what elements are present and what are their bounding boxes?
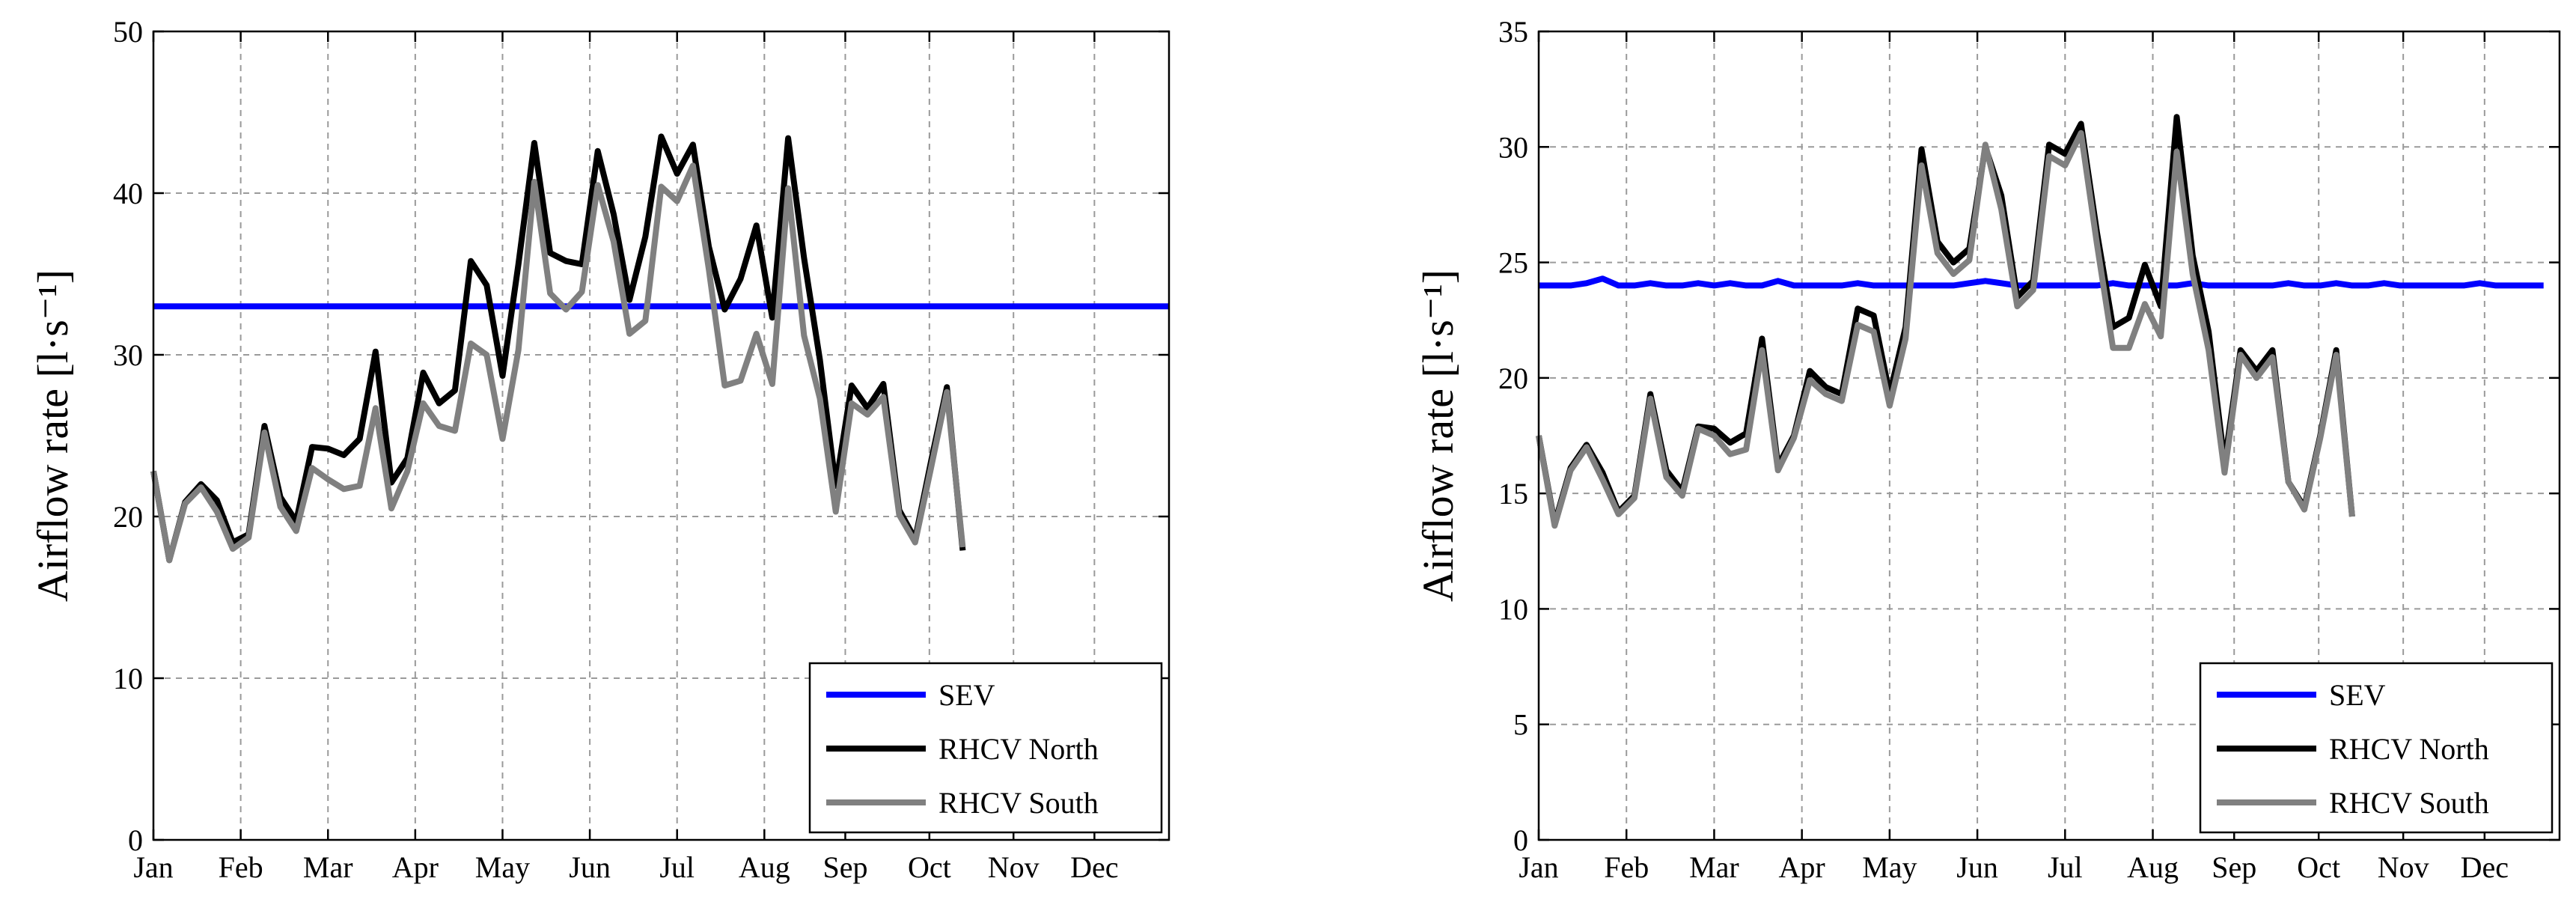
y-tick-label: 25 [1498,246,1528,280]
left-chart: 0 10 20 30 40 50 Jan Feb Mar Apr May Jun Jul Aug Sep Oc… [28,15,1171,884]
right-chart: 0 5 10 15 20 25 30 35 Jan Feb Mar Apr May Jun Jul Aug Se… [1414,15,2561,884]
x-tick-label-nov: Nov [988,850,1040,884]
x-tick-label-feb: Feb [1604,850,1649,884]
legend-label-sev: SEV [2329,678,2386,712]
x-tick-label-mar: Mar [1689,850,1739,884]
y-tick-label: 30 [113,338,143,372]
x-tick-label-dec: Dec [2461,850,2509,884]
gridlines [1539,31,2560,840]
y-tick-label: 0 [128,823,143,857]
x-tick-label-nov: Nov [2378,850,2429,884]
legend-label-sev: SEV [938,678,995,712]
x-tick-label-aug: Aug [739,850,790,884]
legend-label-rhcv-north: RHCV North [938,732,1099,766]
x-tick-label-jul: Jul [659,850,695,884]
x-tick-label-oct: Oct [2297,850,2340,884]
x-tick-label-sep: Sep [2212,850,2256,884]
legend-label-rhcv-south: RHCV South [938,786,1099,820]
x-tick-label-may: May [475,850,530,884]
y-tick-label: 40 [113,177,143,210]
y-tick-label: 50 [113,15,143,49]
x-tick-label-dec: Dec [1070,850,1118,884]
y-tick-label: 20 [1498,362,1528,395]
x-tick-label-apr: Apr [392,850,439,884]
x-tick-label-may: May [1862,850,1917,884]
x-tick-label-mar: Mar [303,850,353,884]
y-tick-label: 35 [1498,15,1528,49]
x-tick-label-aug: Aug [2127,850,2179,884]
x-tick-label-feb: Feb [219,850,263,884]
y-axis-label: Airflow rate [l·s⁻¹] [1414,269,1462,602]
y-tick-label: 10 [113,662,143,695]
series-line-rhcv-south [1536,130,2355,529]
series-line-rhcv-south [150,162,966,564]
y-tick-label: 30 [1498,130,1528,164]
y-tick-label: 0 [1513,823,1528,857]
series-line-sev [1539,275,2544,289]
legend: SEV RHCV North RHCV South [808,662,1163,834]
x-tick-label-apr: Apr [1779,850,1825,884]
legend-label-rhcv-south: RHCV South [2329,786,2489,820]
series-line-rhcv-north [150,133,966,564]
plot-area-frame [152,30,1171,841]
x-tick-label-jun: Jun [569,850,611,884]
plot-area-frame [1537,30,2561,841]
x-tick-label-jul: Jul [2048,850,2083,884]
x-tick-label-sep: Sep [822,850,867,884]
legend-label-rhcv-north: RHCV North [2329,732,2489,766]
y-tick-label: 20 [113,500,143,534]
legend: SEV RHCV North RHCV South [2199,662,2554,834]
y-tick-label: 10 [1498,592,1528,626]
x-tick-label-jan: Jan [133,850,173,884]
y-tick-label: 15 [1498,477,1528,511]
x-tick-label-oct: Oct [908,850,951,884]
x-tick-label-jan: Jan [1519,850,1558,884]
y-tick-label: 5 [1513,708,1528,742]
y-axis-label: Airflow rate [l·s⁻¹] [28,269,77,602]
x-tick-label-jun: Jun [1956,850,1998,884]
